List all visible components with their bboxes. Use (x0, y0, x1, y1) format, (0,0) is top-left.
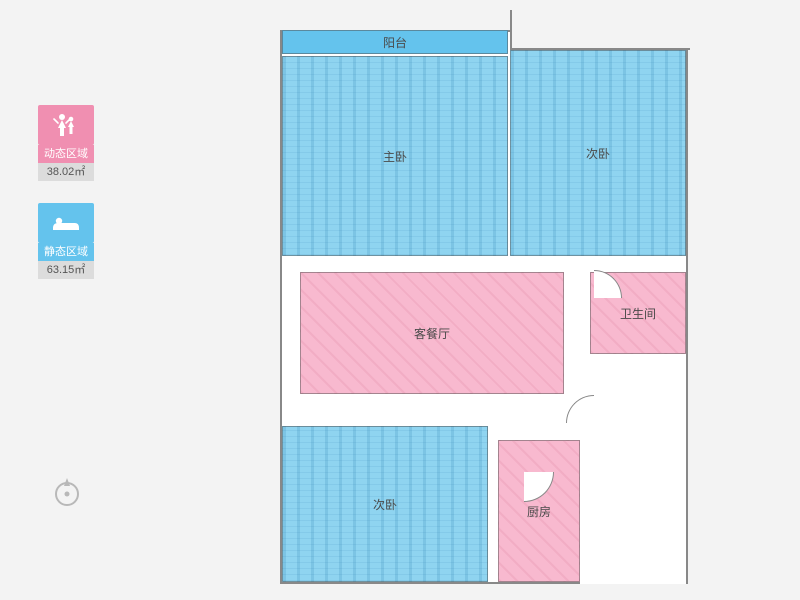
legend-static-value: 63.15㎡ (38, 261, 94, 279)
room-label: 阳台 (383, 34, 407, 51)
corridor (488, 426, 590, 440)
room-master: 主卧 (282, 56, 508, 256)
room-label: 厨房 (527, 503, 551, 520)
room-balcony: 阳台 (282, 30, 508, 54)
room-label: 主卧 (383, 148, 407, 165)
corridor (580, 354, 686, 426)
legend-static: 静态区域 63.15㎡ (38, 203, 94, 279)
room-label: 次卧 (586, 145, 610, 162)
legend-dynamic-value: 38.02㎡ (38, 163, 94, 181)
legend-dynamic-label: 动态区域 (38, 145, 94, 163)
corridor (282, 256, 686, 272)
room-label: 卫生间 (620, 305, 656, 322)
room-kitchen: 厨房 (498, 440, 580, 582)
legend: 动态区域 38.02㎡ 静态区域 63.15㎡ (38, 105, 94, 301)
people-icon (38, 105, 94, 145)
legend-static-label: 静态区域 (38, 243, 94, 261)
legend-dynamic: 动态区域 38.02㎡ (38, 105, 94, 181)
corridor (282, 394, 590, 426)
corridor (580, 426, 686, 584)
room-label: 客餐厅 (414, 325, 450, 342)
plan-notch (510, 10, 690, 50)
room-bedroom_ne: 次卧 (510, 50, 686, 256)
room-living: 客餐厅 (300, 272, 564, 394)
compass-icon (50, 475, 84, 514)
sleep-icon (38, 203, 94, 243)
room-label: 次卧 (373, 496, 397, 513)
room-bedroom_sw: 次卧 (282, 426, 488, 582)
